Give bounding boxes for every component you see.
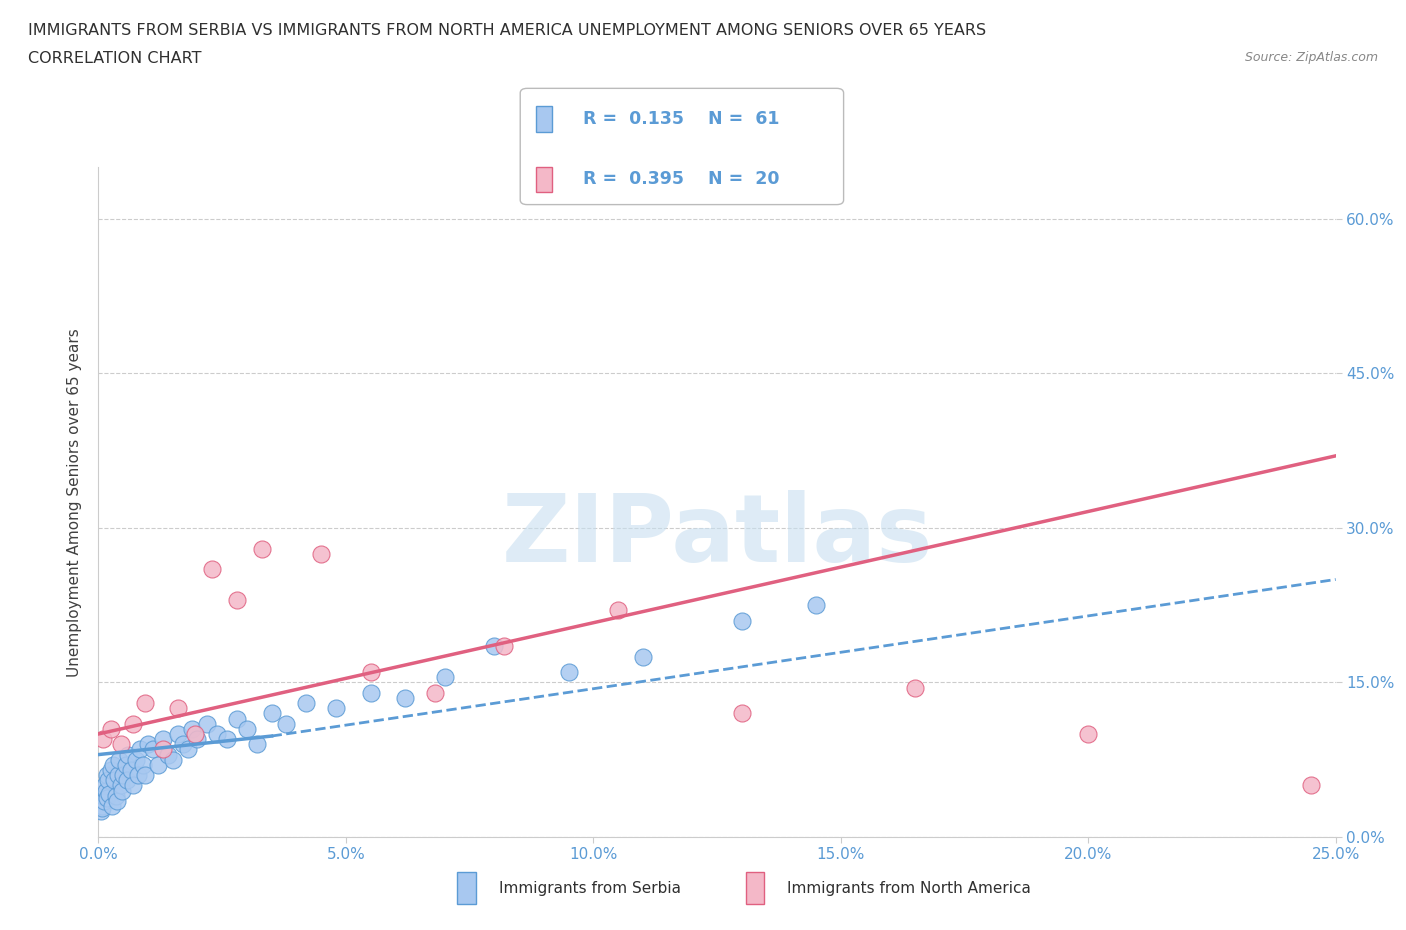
Point: [1299, 778, 1322, 793]
Point: [226, 711, 249, 726]
Text: R =  0.135    N =  61: R = 0.135 N = 61: [583, 110, 780, 128]
Point: [96, 790, 118, 805]
Point: [104, 789, 127, 804]
Text: R =  0.395    N =  20: R = 0.395 N = 20: [583, 170, 780, 189]
Point: [246, 737, 269, 751]
Point: [176, 742, 198, 757]
Point: [731, 613, 754, 628]
Point: [226, 592, 249, 607]
Point: [127, 768, 149, 783]
Point: [111, 783, 134, 798]
Point: [98, 786, 121, 801]
Point: [309, 546, 332, 561]
Point: [325, 701, 347, 716]
Point: [236, 722, 259, 737]
Point: [904, 680, 927, 695]
Point: [166, 726, 188, 741]
Point: [115, 773, 138, 788]
Point: [260, 706, 283, 721]
Point: [105, 793, 128, 808]
Point: [201, 562, 224, 577]
Text: Immigrants from North America: Immigrants from North America: [787, 881, 1031, 896]
Point: [110, 737, 132, 751]
Point: [152, 732, 174, 747]
Point: [134, 768, 156, 783]
Point: [166, 701, 188, 716]
Point: [108, 752, 131, 767]
Point: [423, 685, 446, 700]
Point: [132, 757, 155, 772]
Point: [250, 541, 273, 556]
Point: [90, 804, 112, 818]
Text: ZIPatlas: ZIPatlas: [502, 490, 932, 581]
Point: [162, 752, 184, 767]
Point: [136, 737, 159, 751]
Point: [156, 747, 179, 762]
Point: [101, 799, 124, 814]
Point: [100, 722, 122, 737]
Point: [631, 649, 654, 664]
Point: [804, 598, 827, 613]
Point: [205, 726, 228, 741]
Point: [360, 665, 382, 680]
Point: [94, 783, 117, 798]
Point: [484, 639, 506, 654]
Point: [107, 768, 129, 783]
Point: [129, 742, 152, 757]
Point: [394, 690, 416, 705]
Point: [124, 752, 146, 767]
Point: [122, 778, 145, 793]
Point: [91, 801, 114, 816]
Text: Immigrants from Serbia: Immigrants from Serbia: [499, 881, 681, 896]
Point: [195, 716, 218, 731]
Point: [134, 696, 156, 711]
Point: [117, 747, 139, 762]
Text: CORRELATION CHART: CORRELATION CHART: [28, 51, 201, 66]
Point: [120, 763, 142, 777]
Point: [97, 773, 120, 788]
Point: [142, 742, 165, 757]
Point: [114, 757, 136, 772]
Point: [100, 763, 122, 777]
Point: [276, 716, 298, 731]
Point: [103, 773, 125, 788]
Text: IMMIGRANTS FROM SERBIA VS IMMIGRANTS FROM NORTH AMERICA UNEMPLOYMENT AMONG SENIO: IMMIGRANTS FROM SERBIA VS IMMIGRANTS FRO…: [28, 23, 986, 38]
Text: Source: ZipAtlas.com: Source: ZipAtlas.com: [1244, 51, 1378, 64]
Point: [433, 670, 456, 684]
Point: [557, 665, 579, 680]
Point: [94, 778, 117, 793]
Point: [181, 722, 204, 737]
Point: [494, 639, 516, 654]
Point: [96, 768, 118, 783]
Point: [152, 742, 174, 757]
Point: [731, 706, 754, 721]
Point: [93, 732, 115, 747]
Point: [360, 685, 382, 700]
Point: [112, 768, 135, 783]
Point: [172, 737, 194, 751]
Point: [607, 603, 630, 618]
Point: [93, 789, 115, 804]
Point: [186, 732, 208, 747]
Point: [146, 757, 169, 772]
Point: [1077, 726, 1099, 741]
Y-axis label: Unemployment Among Seniors over 65 years: Unemployment Among Seniors over 65 years: [66, 328, 82, 677]
Point: [110, 778, 132, 793]
Point: [295, 696, 318, 711]
Point: [93, 793, 115, 808]
Point: [217, 732, 239, 747]
Point: [184, 726, 207, 741]
Point: [90, 799, 112, 814]
Point: [103, 757, 125, 772]
Point: [122, 716, 145, 731]
